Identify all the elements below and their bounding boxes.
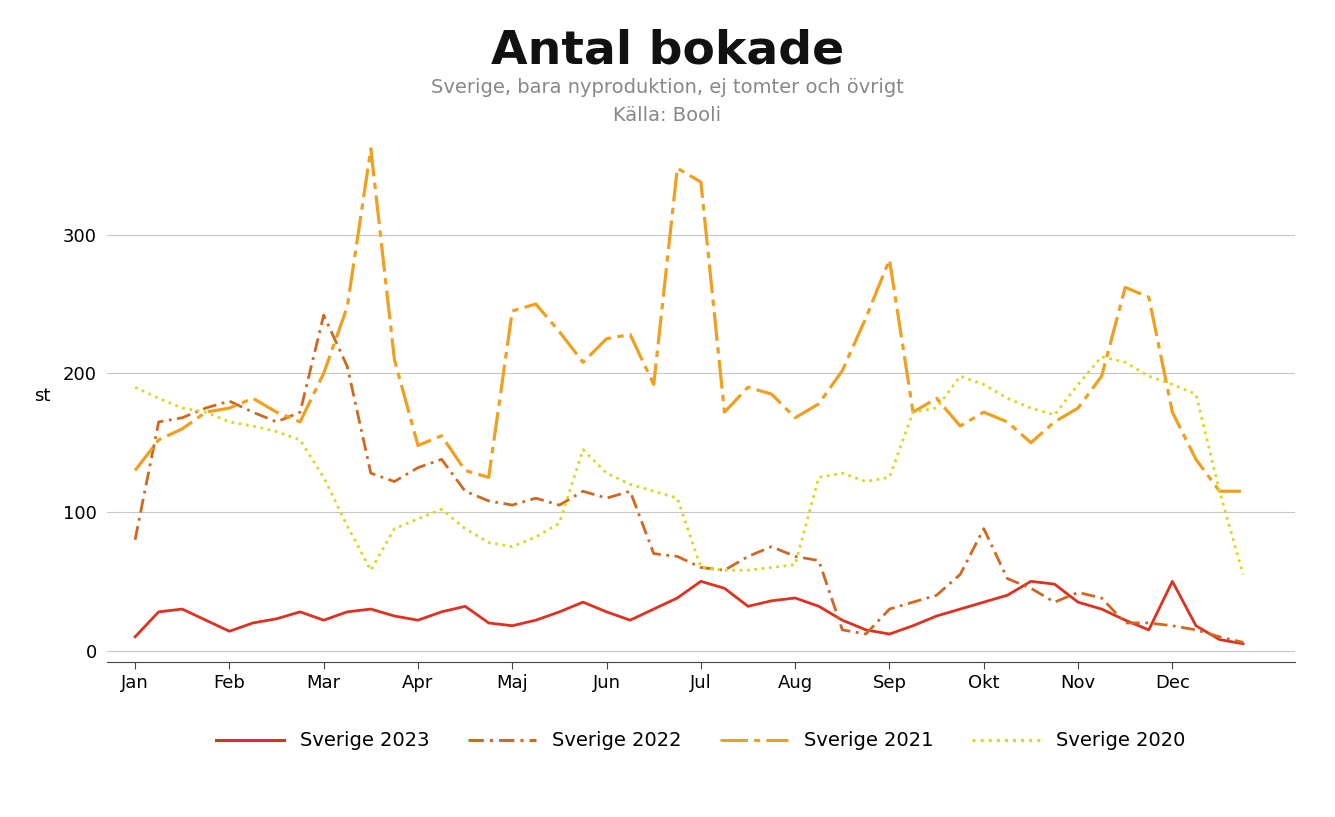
Legend: Sverige 2023, Sverige 2022, Sverige 2021, Sverige 2020: Sverige 2023, Sverige 2022, Sverige 2021… bbox=[208, 724, 1193, 758]
Text: Antal bokade: Antal bokade bbox=[491, 29, 844, 74]
Y-axis label: st: st bbox=[35, 387, 51, 405]
Text: Källa: Booli: Källa: Booli bbox=[614, 106, 721, 125]
Text: Sverige, bara nyproduktion, ej tomter och övrigt: Sverige, bara nyproduktion, ej tomter oc… bbox=[431, 78, 904, 96]
